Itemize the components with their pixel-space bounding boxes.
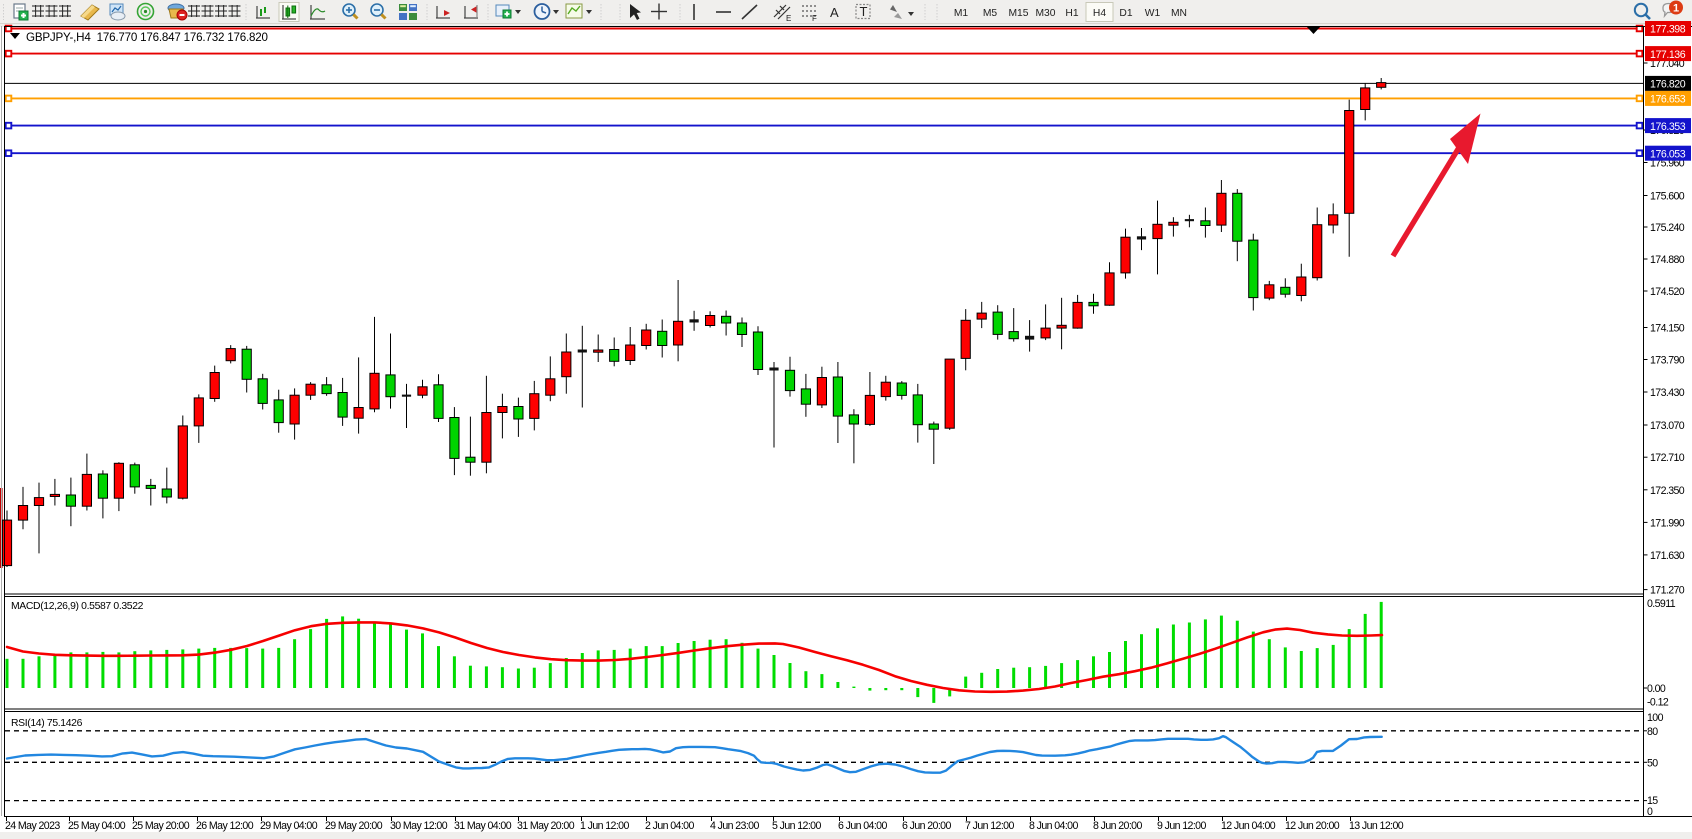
svg-text:24 May 2023: 24 May 2023: [5, 820, 60, 832]
svg-text:6 Jun 20:00: 6 Jun 20:00: [902, 820, 951, 832]
svg-text:176.353: 176.353: [1650, 121, 1686, 133]
svg-text:50: 50: [1647, 758, 1658, 770]
svg-text:175.240: 175.240: [1650, 222, 1685, 234]
svg-text:7 Jun 12:00: 7 Jun 12:00: [965, 820, 1014, 832]
svg-text:D1: D1: [1119, 8, 1132, 19]
svg-text:176.820: 176.820: [1650, 79, 1686, 91]
svg-text:171.990: 171.990: [1650, 517, 1685, 529]
svg-text:30 May 12:00: 30 May 12:00: [390, 820, 448, 832]
svg-text:176.653: 176.653: [1650, 94, 1686, 106]
svg-text:A: A: [830, 5, 839, 20]
svg-text:13 Jun 12:00: 13 Jun 12:00: [1349, 820, 1404, 832]
svg-text:RSI(14) 75.1426: RSI(14) 75.1426: [11, 718, 83, 729]
svg-text:174.880: 174.880: [1650, 254, 1685, 266]
svg-text:171.270: 171.270: [1650, 585, 1685, 597]
svg-text:1: 1: [1673, 3, 1679, 15]
svg-text:8 Jun 04:00: 8 Jun 04:00: [1029, 820, 1078, 832]
svg-text:MACD(12,26,9) 0.5587 0.3522: MACD(12,26,9) 0.5587 0.3522: [11, 601, 144, 612]
svg-text:5 Jun 12:00: 5 Jun 12:00: [772, 820, 821, 832]
svg-text:0.5911: 0.5911: [1647, 598, 1676, 610]
svg-text:26 May 12:00: 26 May 12:00: [196, 820, 254, 832]
svg-text:H4: H4: [1093, 8, 1106, 19]
svg-text:29 May 04:00: 29 May 04:00: [260, 820, 318, 832]
svg-text:M15: M15: [1008, 8, 1028, 19]
svg-text:29 May 20:00: 29 May 20:00: [325, 820, 383, 832]
svg-text:173.790: 173.790: [1650, 355, 1685, 367]
svg-text:1 Jun 12:00: 1 Jun 12:00: [580, 820, 629, 832]
svg-text:31 May 04:00: 31 May 04:00: [454, 820, 512, 832]
svg-text:W1: W1: [1145, 8, 1161, 19]
svg-text:25 May 04:00: 25 May 04:00: [68, 820, 126, 832]
svg-text:-0.12: -0.12: [1647, 697, 1669, 709]
svg-text:173.430: 173.430: [1650, 387, 1685, 399]
svg-text:M1: M1: [954, 8, 969, 19]
svg-text:E: E: [786, 14, 791, 23]
svg-text:8 Jun 20:00: 8 Jun 20:00: [1093, 820, 1142, 832]
svg-text:80: 80: [1647, 726, 1658, 738]
svg-text:12 Jun 20:00: 12 Jun 20:00: [1285, 820, 1340, 832]
svg-text:12 Jun 04:00: 12 Jun 04:00: [1221, 820, 1276, 832]
svg-text:172.350: 172.350: [1650, 485, 1685, 497]
svg-text:4 Jun 23:00: 4 Jun 23:00: [710, 820, 759, 832]
svg-text:174.520: 174.520: [1650, 286, 1685, 298]
svg-text:2 Jun 04:00: 2 Jun 04:00: [645, 820, 694, 832]
svg-text:M30: M30: [1035, 8, 1055, 19]
svg-text:GBPJPY-,H4 176.770 176.847 17: GBPJPY-,H4 176.770 176.847 176.732 176.8…: [26, 31, 268, 44]
svg-text:175.600: 175.600: [1650, 191, 1685, 203]
svg-text:H1: H1: [1065, 8, 1078, 19]
svg-text:172.710: 172.710: [1650, 452, 1685, 464]
svg-text:177.136: 177.136: [1650, 49, 1686, 61]
svg-text:171.630: 171.630: [1650, 550, 1685, 562]
svg-text:9 Jun 12:00: 9 Jun 12:00: [1157, 820, 1206, 832]
svg-text:100: 100: [1647, 712, 1664, 724]
svg-text:177.398: 177.398: [1650, 24, 1686, 36]
svg-text:M5: M5: [983, 8, 998, 19]
svg-text:T: T: [860, 4, 868, 19]
svg-text:0.00: 0.00: [1647, 683, 1666, 695]
svg-text:MN: MN: [1171, 8, 1187, 19]
svg-text:0: 0: [1647, 806, 1653, 818]
svg-text:31 May 20:00: 31 May 20:00: [517, 820, 575, 832]
svg-text:25 May 20:00: 25 May 20:00: [132, 820, 190, 832]
svg-text:176.053: 176.053: [1650, 148, 1686, 160]
svg-text:15: 15: [1647, 795, 1658, 807]
svg-text:174.150: 174.150: [1650, 323, 1685, 335]
svg-text:6 Jun 04:00: 6 Jun 04:00: [838, 820, 887, 832]
svg-text:173.070: 173.070: [1650, 420, 1685, 432]
svg-text:F: F: [812, 14, 817, 23]
